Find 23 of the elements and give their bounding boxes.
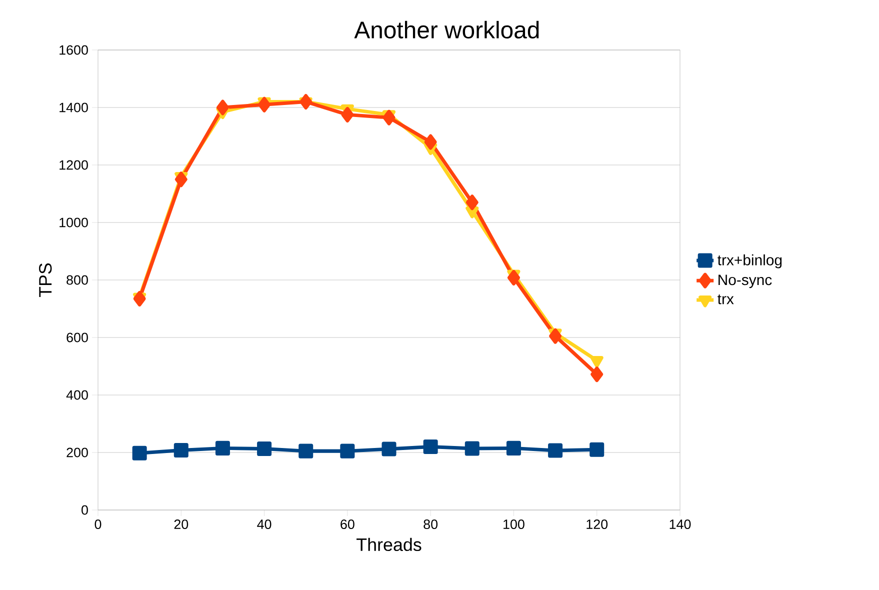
x-tick-label: 100 bbox=[504, 520, 524, 530]
y-tick-label: 800 bbox=[66, 275, 88, 285]
y-tick-label: 0 bbox=[82, 505, 88, 515]
x-tick-label: 60 bbox=[340, 520, 354, 530]
x-tick-label: 20 bbox=[174, 520, 188, 530]
y-tick-label: 600 bbox=[66, 332, 88, 342]
y-axis-title: TPS bbox=[39, 263, 52, 298]
legend-label: trx bbox=[718, 294, 734, 304]
x-tick-label: 80 bbox=[424, 520, 438, 530]
x-tick-label: 40 bbox=[257, 520, 272, 530]
y-tick-label: 400 bbox=[66, 390, 88, 400]
x-tick-label: 0 bbox=[94, 520, 102, 530]
y-tick-label: 1600 bbox=[60, 45, 88, 55]
y-tick-label: 1000 bbox=[60, 218, 88, 228]
y-tick-label: 1200 bbox=[60, 160, 88, 170]
y-tick-label: 1400 bbox=[60, 102, 88, 112]
chart-title: Another workload bbox=[354, 20, 539, 38]
legend-label: No-sync bbox=[718, 274, 772, 288]
legend-label: trx+binlog bbox=[718, 254, 782, 268]
x-axis-title: Threads bbox=[356, 538, 422, 552]
y-tick-label: 200 bbox=[66, 448, 88, 458]
x-tick-label: 140 bbox=[670, 520, 691, 530]
x-tick-label: 120 bbox=[586, 520, 608, 530]
